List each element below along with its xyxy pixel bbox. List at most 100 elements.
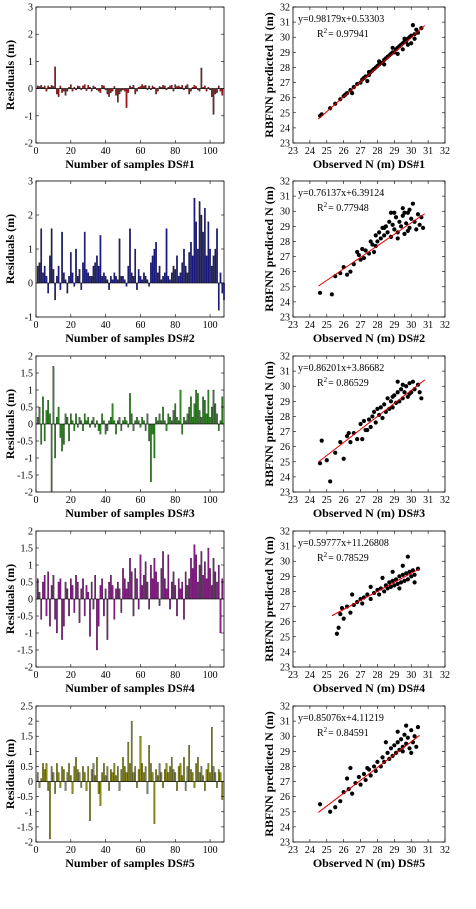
residual-bar [151, 423, 154, 435]
residual-bar [163, 85, 166, 89]
scatter-point [390, 578, 395, 583]
residual-bar [191, 568, 194, 600]
residual-bar [130, 571, 133, 600]
x-axis-label: Number of samples DS#5 [65, 856, 194, 870]
residual-bar [49, 413, 51, 425]
scatter-point [412, 580, 417, 585]
residual-bar [130, 413, 133, 425]
x-tick-label: 31 [423, 845, 433, 856]
residual-bar [197, 393, 199, 425]
y-tick-label: 1 [28, 57, 33, 68]
y-tick-label: 0 [28, 279, 33, 290]
residual-bar [115, 276, 117, 284]
residual-bar [181, 85, 184, 89]
residual-bar [172, 88, 175, 92]
residual-bar [172, 410, 175, 425]
scatter-point [344, 776, 350, 781]
scatter-point [409, 728, 414, 733]
scatter-point [409, 750, 414, 755]
residual-bar [104, 588, 107, 600]
plot-frame [292, 180, 446, 318]
x-tick-label: 28 [372, 670, 382, 681]
y-tick-label: 1 [28, 245, 33, 256]
residual-bar [80, 282, 83, 290]
residual-bar [132, 423, 135, 431]
scatter-point [360, 437, 365, 442]
y-tick-label: 0.5 [21, 578, 34, 589]
scatter-point [417, 390, 422, 395]
x-tick-label: 31 [423, 495, 433, 506]
scatter-point [395, 581, 400, 586]
x-tick-label: 40 [101, 146, 111, 157]
residual-bar [113, 86, 116, 89]
residual-bar [200, 766, 203, 782]
scatter-point [356, 252, 361, 258]
residual-bar [181, 423, 184, 435]
scatter-point [324, 458, 329, 463]
scatter-point [371, 249, 377, 255]
x-tick-label: 23 [288, 320, 298, 331]
residual-bar [47, 400, 50, 425]
x-tick-label: 25 [322, 320, 332, 331]
residual-bar [170, 581, 173, 600]
x-tick-label: 80 [170, 495, 180, 506]
x-tick-label: 31 [423, 320, 433, 331]
y-tick-label: 2 [28, 352, 33, 363]
residual-bar [54, 423, 56, 459]
residual-bar [136, 417, 138, 425]
x-tick-label: 20 [66, 845, 76, 856]
residual-bar [170, 757, 173, 782]
y-axis-label: RBFNN predicted N (m) [262, 12, 276, 137]
scatter-point [338, 440, 343, 445]
r-squared: R2= 0.77948 [317, 201, 369, 214]
scatter-point [405, 554, 410, 559]
plot-frame [35, 6, 225, 144]
scatter-point [336, 625, 341, 630]
residual-bar [158, 763, 161, 782]
residual-bar [221, 88, 224, 96]
residual-bar [120, 88, 123, 92]
residual-bar [219, 420, 222, 425]
residual-bar [212, 255, 215, 284]
scatter-point [355, 437, 360, 442]
residual-bar [202, 575, 204, 600]
scatter-point [402, 210, 407, 215]
scatter-point [398, 737, 404, 742]
residual-bar [197, 248, 199, 284]
residual-bar [125, 420, 128, 425]
residual-bar [87, 272, 90, 284]
residual-bar [108, 420, 110, 425]
x-tick-label: 25 [322, 495, 332, 506]
y-tick-label: 23 [280, 838, 290, 849]
residual-bar [103, 763, 105, 782]
residual-bar [36, 772, 39, 782]
scatter-point [382, 62, 387, 67]
scatter-point [402, 36, 407, 41]
residual-bar [73, 766, 76, 782]
residual-bar [129, 85, 131, 89]
residual-bar [69, 775, 72, 782]
residual-bar [205, 578, 208, 600]
residual-bar [56, 88, 58, 95]
scatter-point [317, 802, 323, 807]
residual-bar [165, 423, 168, 431]
residual-bar [38, 781, 41, 788]
residual-bar [165, 763, 168, 782]
residual-bar [59, 282, 62, 290]
residual-bar [148, 598, 150, 610]
residual-bar [78, 417, 81, 425]
residual-bar [216, 781, 218, 788]
scatter-point [370, 414, 375, 419]
residual-bar [120, 423, 123, 431]
y-tick-label: 30 [280, 33, 290, 44]
y-tick-label: 0 [28, 777, 33, 788]
x-axis-label: Observed N (m) DS#1 [313, 157, 425, 171]
residual-bar [139, 276, 142, 284]
residual-bar [141, 585, 144, 600]
residual-bar [66, 417, 69, 425]
residual-bar [167, 276, 170, 284]
residual-bar [198, 201, 201, 284]
scatter-point [407, 381, 412, 386]
residual-bar [184, 571, 187, 600]
y-tick-label: 27 [280, 427, 290, 438]
